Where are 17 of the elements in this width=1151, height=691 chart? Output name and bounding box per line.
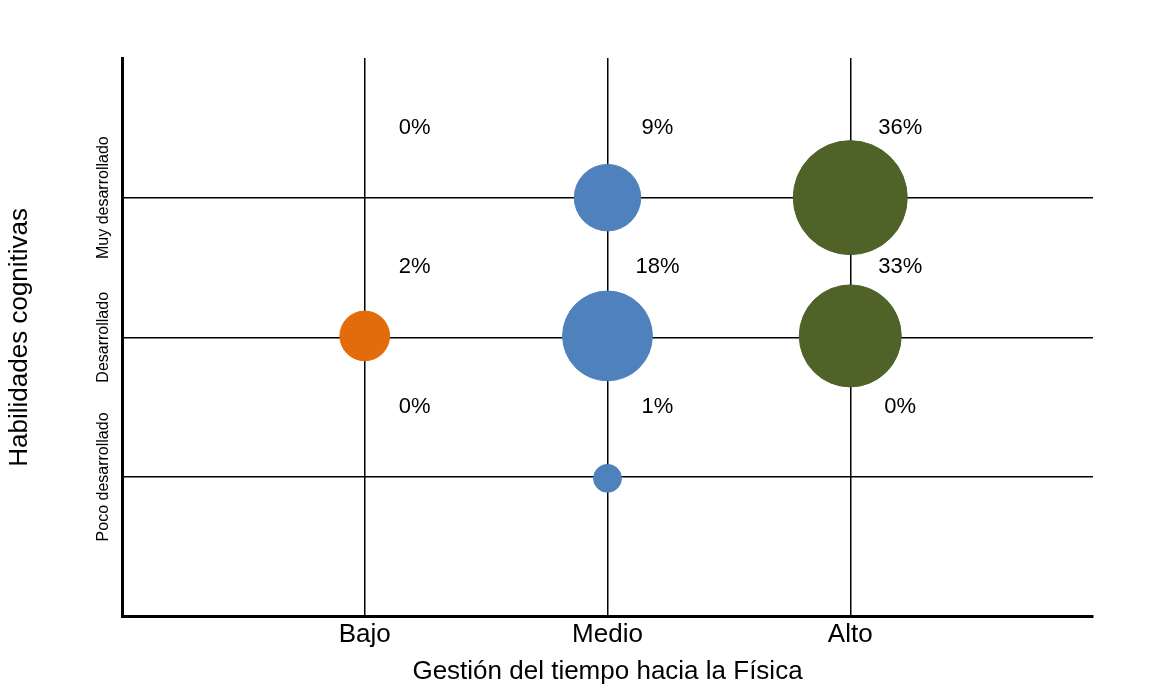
- text: 0%: [398, 113, 431, 139]
- text: 9%: [641, 113, 674, 139]
- annotation: 18%: [635, 253, 680, 279]
- x-tick-label: Alto: [827, 618, 873, 649]
- annotation: 33%: [878, 253, 923, 279]
- annotation: 2%: [398, 253, 431, 279]
- text: 36%: [878, 113, 923, 139]
- x-tick-label: Medio: [572, 618, 643, 649]
- annotation: 1%: [641, 393, 674, 419]
- y-axis-title: Habilidades cognitivas: [2, 207, 33, 467]
- annotation: 0%: [884, 393, 917, 419]
- category-label: Poco desarrollado: [94, 412, 112, 542]
- category-label: Desarrollado: [94, 291, 112, 383]
- x-tick-label: Bajo: [338, 618, 391, 649]
- category-label: Muy desarrollado: [94, 136, 112, 260]
- annotation: 0%: [398, 393, 431, 419]
- x-axis-title: Gestión del tiempo hacia la Física: [412, 654, 804, 685]
